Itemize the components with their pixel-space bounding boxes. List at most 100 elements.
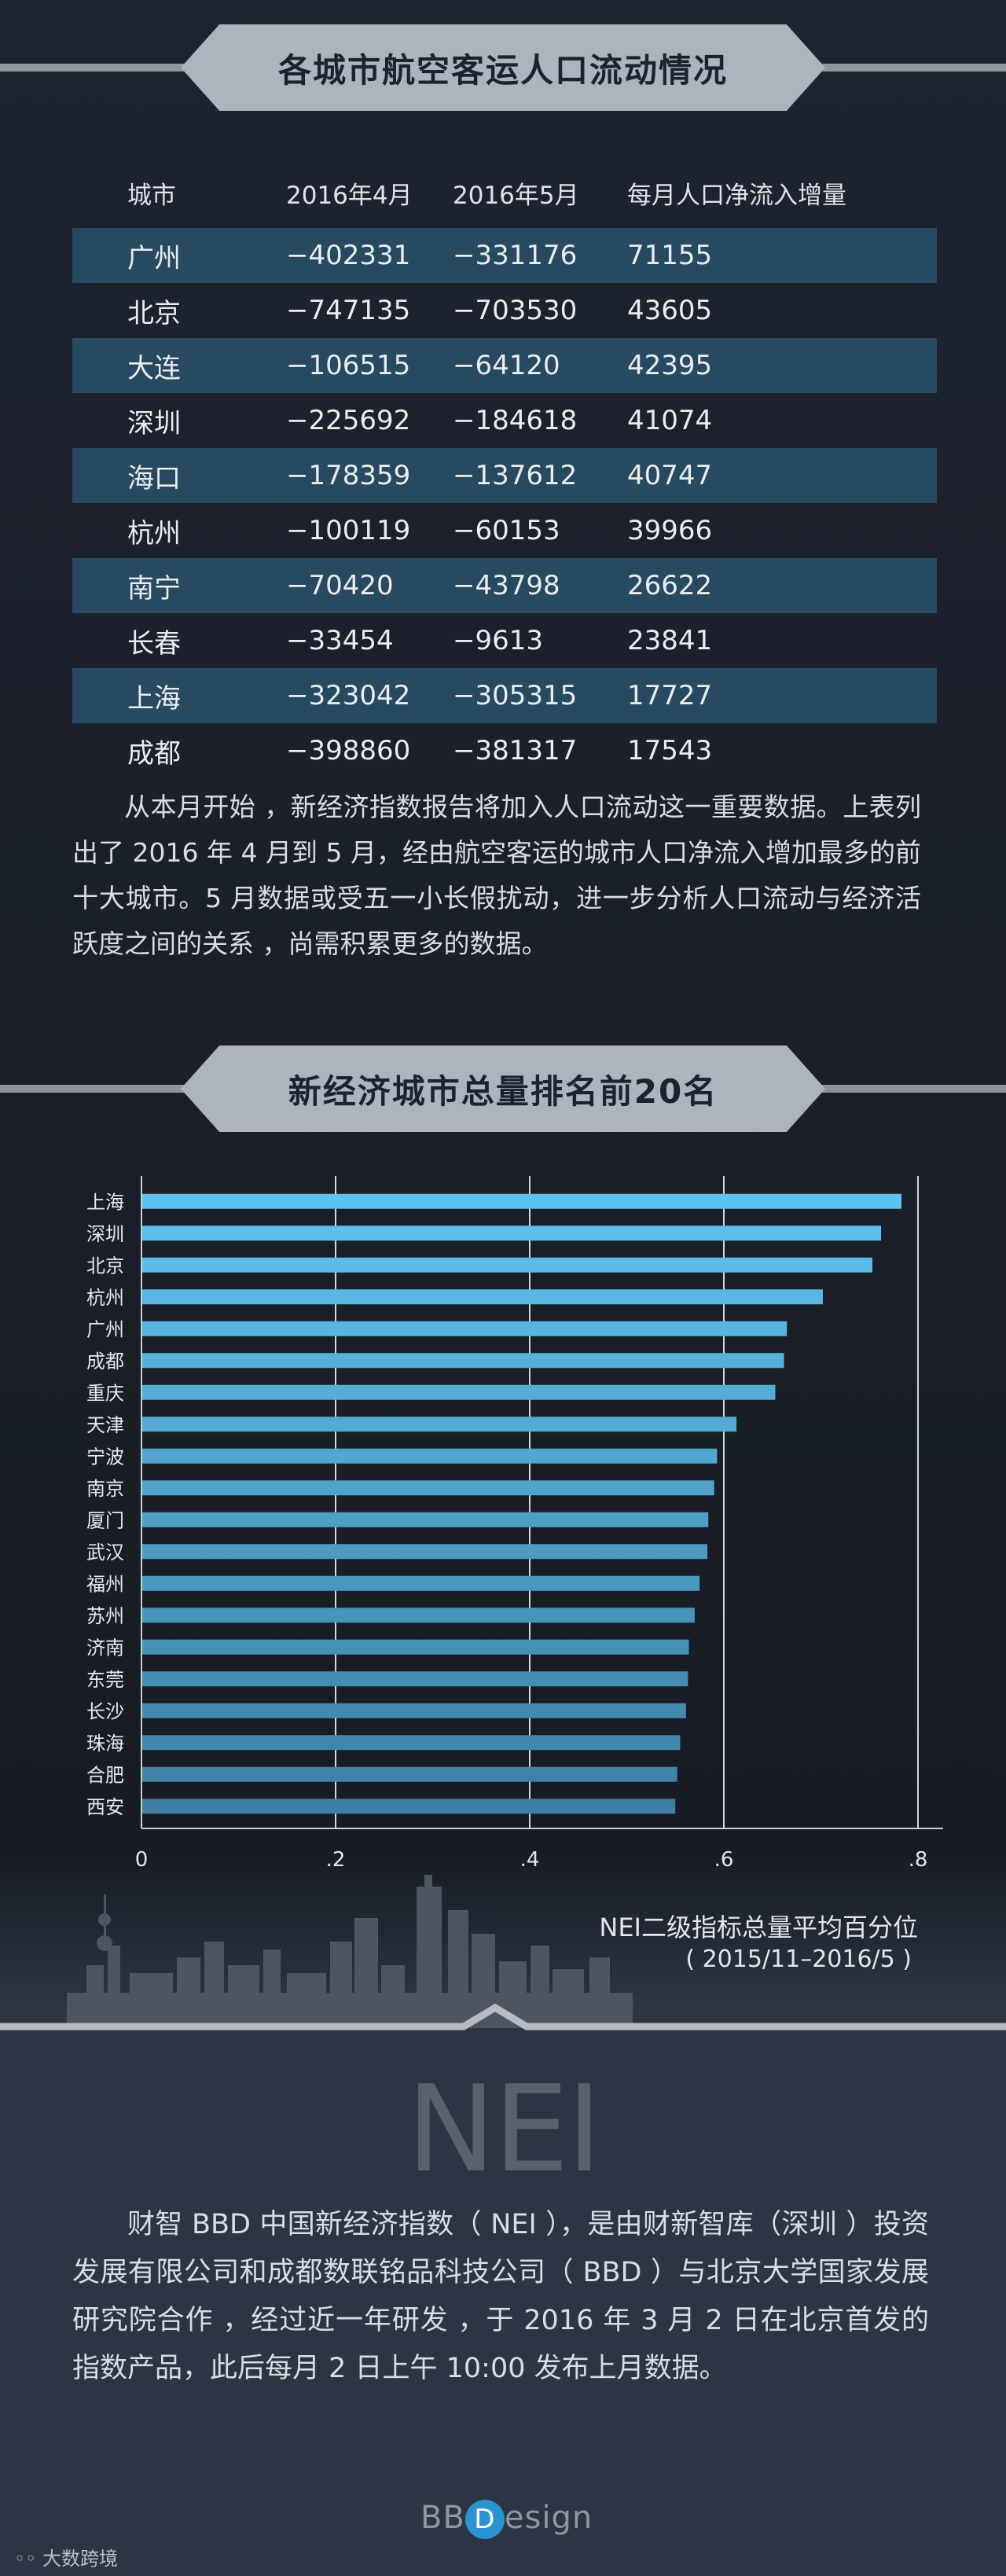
category-label: 东莞 [86,1669,124,1691]
rank-section-title: 新经济城市总量排名前20名 [181,1045,825,1132]
bar-西安 [141,1799,676,1814]
bar-苏州 [141,1608,695,1623]
category-label: 宁波 [86,1446,124,1468]
cell-city: 海口 [72,448,285,503]
category-label: 合肥 [86,1764,124,1786]
cell-may: −331176 [452,228,626,283]
chart-grid [335,1176,919,1828]
cell-april: −70420 [285,558,452,613]
bar-厦门 [141,1512,709,1527]
bar-杭州 [141,1289,823,1305]
category-label: 西安 [86,1796,124,1818]
table-header-row: 城市 2016年4月 2016年5月 每月人口净流入增量 [72,157,937,228]
cell-city: 大连 [72,338,285,393]
cell-city: 南宁 [72,558,285,613]
category-label: 苏州 [86,1605,124,1627]
header-april: 2016年4月 [286,181,413,210]
chart-bars [141,1193,902,1814]
x-tick-label: .4 [520,1848,540,1872]
chart-xlabel-sub: ( 2015/11–2016/5 ) [685,1946,912,1973]
bar-北京 [141,1257,872,1273]
bar-合肥 [141,1766,677,1782]
x-tick-label: .8 [909,1848,928,1872]
x-tick-label: .6 [714,1848,734,1872]
bar-武汉 [141,1544,708,1560]
category-label: 长沙 [86,1700,124,1722]
cell-city: 北京 [127,297,181,329]
cell-april: −106515 [285,338,452,393]
cell-increase: 39966 [627,515,713,546]
logo-circle-mark: D [464,2500,505,2539]
rank-bar-chart: 上海深圳北京杭州广州成都重庆天津宁波南京厦门武汉福州苏州济南东莞长沙珠海合肥西安… [86,1176,943,1973]
watermark-text: 大数跨境 [42,2548,118,2570]
cell-city: 长春 [127,627,181,660]
cell-april: −398860 [286,735,411,766]
watermark-icon: ◦◦ [14,2548,42,2570]
flow-table: 城市 2016年4月 2016年5月 每月人口净流入增量 广州 −402331 −3… [72,157,937,778]
cell-may: −137612 [452,448,626,503]
nei-heading: NEI [406,2060,602,2199]
category-label: 福州 [86,1573,124,1595]
cell-increase: 17543 [627,735,713,766]
cell-city: 上海 [72,668,285,723]
cell-may: −64120 [452,338,626,393]
bar-珠海 [141,1735,681,1751]
chart-xlabel: NEI二级指标总量平均百分位 [599,1913,918,1942]
cell-may: −184618 [453,405,578,436]
cell-april: −323042 [285,668,452,723]
bar-东莞 [141,1671,688,1687]
bar-深圳 [141,1226,882,1241]
category-label: 珠海 [86,1733,124,1755]
flow-section-title: 各城市航空客运人口流动情况 [181,24,825,111]
cell-april: −178359 [285,448,452,503]
category-label: 厦门 [86,1509,124,1531]
logo-text-left: BB [420,2500,465,2536]
bar-济南 [141,1639,689,1655]
cell-increase: 40747 [626,448,937,503]
table-row: 长春 −33454 −9613 23841 [72,613,937,668]
category-label: 重庆 [86,1382,124,1404]
cell-may: −305315 [452,668,626,723]
cell-april: −402331 [285,228,452,283]
cell-city: 广州 [72,228,285,283]
cell-city: 杭州 [127,517,181,549]
table-row: 深圳 −225692 −184618 41074 [72,393,937,448]
bar-重庆 [141,1384,776,1400]
bar-成都 [141,1353,784,1369]
category-label: 广州 [86,1318,124,1340]
x-tick-label: .2 [326,1848,346,1872]
table-row: 海口 −178359 −137612 40747 [72,448,937,503]
category-label: 济南 [86,1637,124,1659]
category-label: 上海 [86,1191,124,1213]
bar-上海 [141,1193,902,1209]
bar-南京 [141,1480,714,1496]
city-skyline-illustration [67,1875,633,2028]
category-label: 南京 [86,1478,124,1500]
header-increase: 每月人口净流入增量 [627,181,846,210]
nei-description: 财智 BBD 中国新经济指数（ NEI ），是由财新智库（深圳 ）投资发展有限公… [72,2209,929,2384]
table-row: 上海 −323042 −305315 17727 [72,668,937,723]
header-city: 城市 [127,181,176,210]
cell-may: −381317 [453,735,578,766]
category-label: 成都 [86,1350,124,1373]
table-row: 北京 −747135 −703530 43605 [72,283,937,338]
cell-april: −225692 [286,405,411,436]
header-may: 2016年5月 [453,181,579,210]
cell-increase: 23841 [627,625,713,656]
cell-increase: 71155 [626,228,937,283]
x-tick-label: 0 [135,1848,149,1872]
category-label: 北京 [86,1255,124,1277]
bar-宁波 [141,1448,718,1464]
logo-text-right: esign [504,2500,593,2536]
cell-may: −703530 [453,295,578,326]
bar-福州 [141,1575,700,1591]
table-row: 南宁 −70420 −43798 26622 [72,558,937,613]
bar-天津 [141,1417,737,1432]
table-row: 杭州 −100119 −60153 39966 [72,503,937,558]
table-row: 广州 −402331 −331176 71155 [72,228,937,283]
cell-april: −747135 [286,295,411,326]
cell-increase: 26622 [626,558,937,613]
table-row: 成都 −398860 −381317 17543 [72,723,937,778]
